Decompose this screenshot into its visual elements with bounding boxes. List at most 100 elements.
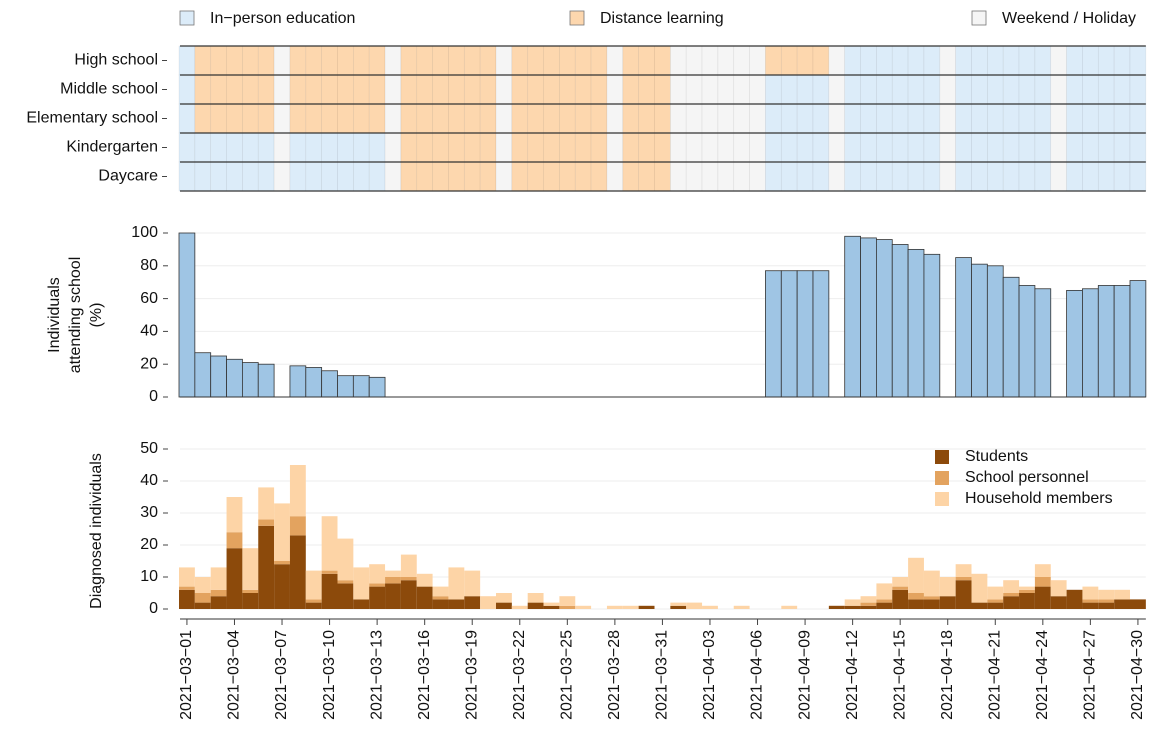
- x-tick-label: 2021−03−10: [321, 630, 338, 720]
- schedule-cell: [1018, 161, 1036, 192]
- schedule-cell: [305, 103, 322, 134]
- bar-segment: [527, 593, 544, 603]
- schedule-cell: [289, 132, 307, 163]
- bar-segment: [274, 561, 290, 565]
- schedule-cell: [226, 161, 243, 192]
- schedule-cell: [844, 161, 861, 192]
- schedule-cell: [432, 74, 449, 105]
- schedule-cell: [384, 74, 402, 105]
- bar-segment: [575, 605, 592, 609]
- schedule-cell: [685, 103, 703, 134]
- x-tick-label: 2021−04−12: [844, 630, 861, 720]
- schedule-cell: [574, 132, 592, 163]
- schedule-cell: [479, 45, 497, 76]
- schedule-cell: [891, 132, 909, 163]
- bar-segment: [559, 605, 576, 609]
- schedule-cell: [891, 74, 909, 105]
- bar-segment: [955, 577, 972, 581]
- bar-segment: [939, 596, 956, 609]
- schedule-cell: [765, 103, 782, 134]
- bar: [337, 375, 354, 398]
- legend-swatch: [569, 10, 585, 26]
- bar: [860, 237, 877, 398]
- legend-swatch: [971, 10, 987, 26]
- schedule-cell: [432, 161, 449, 192]
- bar: [178, 232, 196, 398]
- schedule-cell: [463, 103, 481, 134]
- schedule-cell: [939, 161, 956, 192]
- bar-segment: [321, 516, 338, 571]
- bar-segment: [210, 589, 227, 597]
- schedule-cell: [590, 45, 608, 76]
- schedule-cell: [1066, 74, 1083, 105]
- schedule-cell: [685, 161, 703, 192]
- schedule-cell: [986, 132, 1004, 163]
- schedule-cell: [273, 45, 291, 76]
- schedule-cell: [400, 103, 418, 134]
- schedule-cell: [210, 103, 227, 134]
- x-tick-label: 2021−03−16: [416, 630, 433, 720]
- legend-swatch: [935, 471, 949, 485]
- bar-segment: [242, 589, 259, 593]
- schedule-cell: [923, 45, 941, 76]
- schedule-cell: [622, 45, 639, 76]
- bar-segment: [353, 599, 370, 609]
- schedule-cell: [242, 132, 259, 163]
- bar-segment: [289, 535, 306, 609]
- schedule-cell: [226, 132, 243, 163]
- schedule-cell: [321, 45, 338, 76]
- schedule-cell: [226, 74, 243, 105]
- schedule-cell: [1097, 161, 1115, 192]
- schedule-cell: [1018, 45, 1036, 76]
- schedule-cell: [194, 132, 212, 163]
- schedule-cell: [1018, 132, 1036, 163]
- schedule-cell: [701, 132, 719, 163]
- schedule-cell: [1113, 45, 1131, 76]
- bar-segment: [939, 577, 956, 597]
- bar-segment: [258, 525, 275, 609]
- bar-segment: [1082, 602, 1099, 609]
- schedule-cell: [368, 74, 386, 105]
- schedule-cell: [242, 103, 259, 134]
- schedule-cell: [812, 132, 830, 163]
- schedule-cell: [1082, 45, 1099, 76]
- schedule-cell: [1082, 161, 1099, 192]
- bar: [1082, 288, 1099, 398]
- schedule-cell: [780, 74, 798, 105]
- schedule-cell: [257, 103, 275, 134]
- schedule-cell: [765, 161, 782, 192]
- bar-segment: [305, 602, 322, 609]
- schedule-cell: [717, 161, 735, 192]
- schedule-cell: [1082, 132, 1099, 163]
- bar-segment: [1114, 599, 1130, 609]
- schedule-cell: [796, 103, 814, 134]
- schedule-cell: [812, 103, 830, 134]
- schedule-cell: [495, 45, 513, 76]
- bar-segment: [1098, 602, 1115, 609]
- y-tick-label: 50: [140, 440, 158, 457]
- x-tick-label: 2021−03−31: [654, 630, 671, 720]
- schedule-cell: [765, 132, 782, 163]
- schedule-cell: [733, 161, 750, 192]
- schedule-cell: [669, 161, 687, 192]
- schedule-cell: [559, 103, 576, 134]
- schedule-cell: [685, 74, 703, 105]
- bar-segment: [892, 589, 909, 609]
- schedule-cell: [1002, 45, 1020, 76]
- schedule-cell: [479, 132, 497, 163]
- schedule-cell: [495, 74, 513, 105]
- bar: [876, 239, 893, 398]
- schedule-cell: [384, 45, 402, 76]
- schedule-cell: [796, 161, 814, 192]
- schedule-cell: [907, 161, 925, 192]
- schedule-cell: [305, 45, 322, 76]
- bar-segment: [258, 487, 275, 520]
- bar: [796, 270, 814, 398]
- schedule-cell: [1082, 103, 1099, 134]
- bar: [368, 376, 386, 398]
- x-tick-label: 2021−04−27: [1082, 630, 1099, 720]
- schedule-cell: [400, 74, 418, 105]
- schedule-cell: [400, 161, 418, 192]
- bar-segment: [194, 577, 211, 593]
- bar-segment: [385, 570, 401, 577]
